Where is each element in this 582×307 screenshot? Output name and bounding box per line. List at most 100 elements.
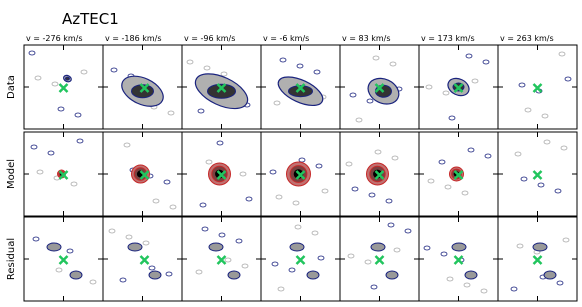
- noise-contour: [385, 198, 393, 204]
- panel: [102, 44, 183, 130]
- noise-contour: [364, 259, 372, 265]
- noise-contour: [197, 108, 205, 114]
- noise-contour: [484, 153, 492, 159]
- noise-contour: [313, 69, 321, 75]
- panel: [497, 44, 578, 130]
- panel: [339, 216, 420, 302]
- noise-contour: [277, 286, 285, 292]
- noise-contour: [296, 63, 304, 69]
- noise-contour: [148, 265, 156, 271]
- column-label: v = 173 km/s: [421, 34, 475, 43]
- noise-contour: [355, 117, 363, 123]
- noise-contour: [36, 169, 44, 175]
- panel: [418, 131, 499, 217]
- panel: [181, 216, 262, 302]
- row-label: Data: [6, 75, 17, 99]
- noise-contour: [543, 139, 551, 145]
- column-label: v = -276 km/s: [26, 34, 83, 43]
- noise-contour: [520, 176, 528, 182]
- noise-contour: [57, 106, 65, 112]
- position-marker: [139, 170, 150, 180]
- position-marker: [374, 255, 385, 265]
- noise-contour: [203, 65, 211, 71]
- noise-contour: [142, 240, 150, 246]
- residual: [451, 242, 467, 252]
- noise-contour: [480, 288, 488, 294]
- position-marker: [532, 83, 543, 93]
- residual: [127, 242, 143, 252]
- noise-contour: [556, 280, 564, 286]
- noise-contour: [554, 188, 562, 194]
- noise-contour: [558, 51, 566, 57]
- noise-contour: [224, 257, 232, 263]
- noise-contour: [541, 113, 549, 119]
- residual: [532, 242, 548, 252]
- residual: [208, 242, 224, 252]
- noise-contour: [273, 100, 281, 106]
- position-marker: [453, 255, 464, 265]
- noise-contour: [34, 75, 42, 81]
- noise-contour: [216, 140, 224, 146]
- noise-contour: [241, 263, 249, 269]
- residual: [289, 242, 305, 252]
- noise-contour: [524, 107, 532, 113]
- emission-core: [64, 76, 70, 81]
- panel: [260, 216, 341, 302]
- noise-contour: [349, 92, 357, 98]
- noise-contour: [463, 282, 471, 288]
- position-marker: [295, 170, 306, 180]
- column-label: v = -96 km/s: [184, 34, 235, 43]
- residual: [306, 270, 320, 280]
- panel: [23, 216, 104, 302]
- noise-contour: [345, 161, 353, 167]
- column-label: v = -186 km/s: [105, 34, 162, 43]
- noise-contour: [28, 50, 36, 56]
- noise-contour: [76, 138, 84, 144]
- residual: [370, 242, 386, 252]
- noise-contour: [425, 84, 433, 90]
- noise-contour: [438, 159, 446, 165]
- noise-contour: [423, 245, 431, 251]
- residual: [69, 270, 83, 280]
- noise-contour: [89, 279, 97, 285]
- noise-contour: [387, 222, 395, 228]
- panel: [181, 131, 262, 217]
- residual: [385, 270, 399, 280]
- noise-contour: [271, 261, 279, 267]
- position-marker: [453, 170, 464, 180]
- noise-contour: [51, 81, 59, 87]
- column-label: v = -6 km/s: [263, 34, 309, 43]
- noise-contour: [440, 251, 448, 257]
- panel: [497, 131, 578, 217]
- noise-contour: [404, 228, 412, 234]
- noise-contour: [427, 178, 435, 184]
- position-marker: [58, 83, 69, 93]
- noise-contour: [199, 202, 207, 208]
- noise-contour: [514, 151, 522, 157]
- panel: [339, 44, 420, 130]
- noise-contour: [235, 238, 243, 244]
- noise-contour: [351, 186, 359, 192]
- noise-contour: [47, 150, 55, 156]
- noise-contour: [467, 147, 475, 153]
- noise-contour: [167, 110, 175, 116]
- noise-contour: [482, 59, 490, 65]
- noise-contour: [564, 76, 572, 82]
- noise-contour: [465, 53, 473, 59]
- position-marker: [139, 83, 150, 93]
- noise-contour: [461, 190, 469, 196]
- panel: [102, 216, 183, 302]
- noise-contour: [292, 200, 300, 206]
- noise-contour: [163, 179, 171, 185]
- noise-contour: [321, 188, 329, 194]
- noise-contour: [370, 284, 378, 290]
- noise-contour: [218, 232, 226, 238]
- noise-contour: [311, 230, 319, 236]
- noise-contour: [446, 276, 454, 282]
- noise-contour: [80, 69, 88, 75]
- noise-contour: [169, 204, 177, 210]
- noise-contour: [119, 277, 127, 283]
- position-marker: [139, 255, 150, 265]
- noise-contour: [245, 196, 253, 202]
